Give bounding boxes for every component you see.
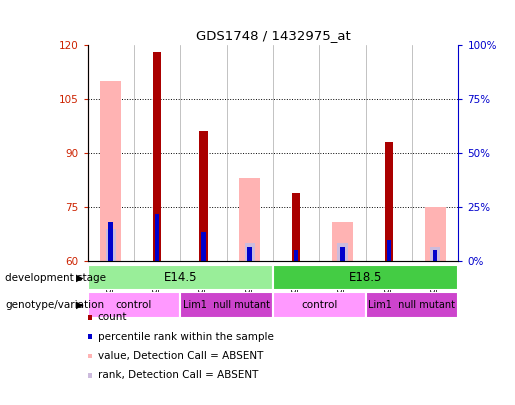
- Text: E14.5: E14.5: [163, 271, 197, 284]
- Bar: [153, 52, 161, 261]
- Bar: [273, 292, 366, 318]
- Text: control: control: [116, 300, 152, 310]
- Bar: [433, 250, 438, 261]
- Text: value, Detection Call = ABSENT: value, Detection Call = ABSENT: [97, 351, 263, 361]
- Bar: [109, 222, 113, 261]
- Bar: [332, 222, 353, 261]
- Bar: [180, 292, 273, 318]
- Text: Lim1  null mutant: Lim1 null mutant: [369, 300, 455, 310]
- Bar: [106, 229, 116, 261]
- Bar: [88, 292, 180, 318]
- Text: Lim1  null mutant: Lim1 null mutant: [183, 300, 270, 310]
- Bar: [273, 265, 458, 290]
- Title: GDS1748 / 1432975_at: GDS1748 / 1432975_at: [196, 29, 350, 42]
- Text: ▶: ▶: [76, 273, 83, 283]
- Bar: [199, 131, 208, 261]
- Text: development stage: development stage: [5, 273, 106, 283]
- Text: count: count: [97, 312, 127, 322]
- Bar: [201, 232, 206, 261]
- Bar: [430, 247, 440, 261]
- Bar: [385, 142, 393, 261]
- Text: control: control: [301, 300, 337, 310]
- Bar: [248, 247, 252, 261]
- Bar: [340, 247, 345, 261]
- Bar: [154, 214, 159, 261]
- Bar: [239, 178, 260, 261]
- Text: percentile rank within the sample: percentile rank within the sample: [97, 332, 273, 341]
- Bar: [292, 193, 300, 261]
- Bar: [100, 81, 121, 261]
- Bar: [366, 292, 458, 318]
- Bar: [245, 243, 255, 261]
- Bar: [88, 265, 273, 290]
- Text: genotype/variation: genotype/variation: [5, 300, 104, 310]
- Bar: [425, 207, 445, 261]
- Bar: [386, 240, 391, 261]
- Text: ▶: ▶: [76, 300, 83, 310]
- Bar: [337, 243, 348, 261]
- Bar: [294, 250, 299, 261]
- Text: rank, Detection Call = ABSENT: rank, Detection Call = ABSENT: [97, 371, 258, 380]
- Text: E18.5: E18.5: [349, 271, 382, 284]
